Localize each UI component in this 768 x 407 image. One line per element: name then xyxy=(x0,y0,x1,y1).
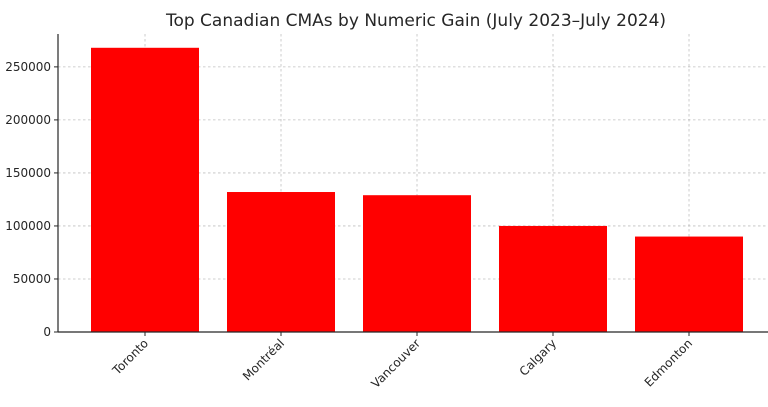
chart-title: Top Canadian CMAs by Numeric Gain (July … xyxy=(165,11,666,31)
bar xyxy=(363,195,471,332)
x-tick-label: Toronto xyxy=(109,336,151,378)
y-tick-label: 150000 xyxy=(5,166,51,180)
bar xyxy=(635,236,743,332)
y-tick-label: 50000 xyxy=(13,272,51,286)
y-tick-label: 0 xyxy=(43,325,51,339)
x-tick-layer: Toronto Montréal Vancouver Calgary Edmonton xyxy=(109,332,695,391)
bar-layer xyxy=(91,47,743,333)
bar xyxy=(91,47,199,333)
y-tick-label: 200000 xyxy=(5,113,51,127)
y-tick-label: 250000 xyxy=(5,60,51,74)
x-tick-label: Vancouver xyxy=(369,336,424,391)
bar xyxy=(499,225,607,332)
x-tick-label: Montréal xyxy=(240,336,287,383)
x-tick-label: Edmonton xyxy=(642,336,695,389)
bar xyxy=(227,192,335,332)
x-tick-label: Calgary xyxy=(517,336,559,378)
y-tick-label: 100000 xyxy=(5,219,51,233)
y-tick-layer: 0 50000 100000 150000 200000 250000 xyxy=(5,60,58,339)
axis-layer xyxy=(57,34,768,333)
